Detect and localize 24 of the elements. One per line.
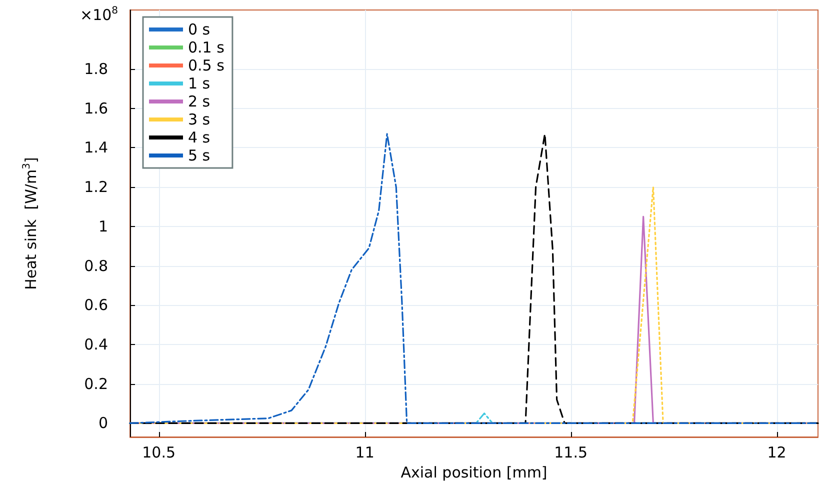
legend-label: 0.5 s bbox=[188, 56, 225, 74]
y-tick-label: 0.8 bbox=[84, 256, 108, 275]
y-tick-label: 0.2 bbox=[84, 374, 108, 393]
y-tick-label: 1.8 bbox=[84, 60, 108, 78]
y-tick-label: 0.6 bbox=[84, 296, 108, 314]
legend-label: 3 s bbox=[188, 110, 210, 128]
x-tick-label: 10.5 bbox=[142, 444, 176, 462]
legend-label: 5 s bbox=[188, 146, 210, 164]
legend-label: 0.1 s bbox=[188, 38, 225, 56]
x-tick-label: 12 bbox=[767, 444, 786, 462]
x-tick-label: 11.5 bbox=[554, 444, 588, 462]
y-tick-label: 1.4 bbox=[84, 138, 108, 157]
legend-label: 1 s bbox=[188, 74, 210, 92]
y-tick-label: 1 bbox=[98, 217, 108, 236]
y-tick-label: 1.6 bbox=[84, 99, 108, 118]
legend-label: 0 s bbox=[188, 20, 210, 38]
y-axis-title: Heat sink [W/m3] bbox=[22, 157, 40, 290]
legend-label: 4 s bbox=[188, 128, 210, 146]
y-tick-label: 1.2 bbox=[84, 178, 108, 196]
y-tick-label: 0.4 bbox=[84, 336, 108, 354]
x-tick-label: 11 bbox=[355, 444, 374, 462]
x-axis-title: Axial position [mm] bbox=[400, 464, 548, 482]
y-tick-label: 0 bbox=[98, 414, 108, 432]
legend-label: 2 s bbox=[188, 92, 210, 110]
